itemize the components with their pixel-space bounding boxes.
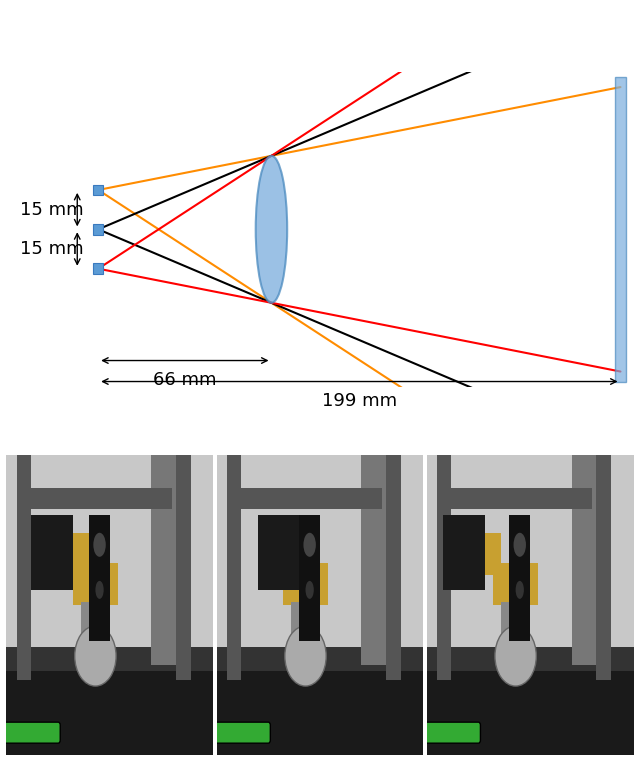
Bar: [596, 455, 611, 680]
Bar: [176, 455, 191, 680]
Bar: [493, 563, 538, 605]
Bar: [216, 455, 424, 650]
Ellipse shape: [256, 156, 287, 303]
Bar: [31, 515, 72, 590]
Bar: [6, 650, 213, 755]
Ellipse shape: [303, 533, 316, 557]
Bar: [17, 455, 31, 680]
Ellipse shape: [305, 581, 314, 599]
Bar: [447, 488, 592, 509]
Bar: [283, 563, 328, 605]
Bar: [509, 515, 530, 641]
Bar: [501, 602, 530, 641]
FancyBboxPatch shape: [424, 722, 481, 743]
Bar: [443, 515, 484, 590]
Bar: [300, 515, 320, 641]
FancyBboxPatch shape: [4, 722, 60, 743]
Bar: [237, 488, 382, 509]
Ellipse shape: [513, 533, 526, 557]
Bar: [362, 455, 386, 665]
Bar: [93, 184, 104, 195]
Bar: [258, 515, 300, 590]
Text: 199 mm: 199 mm: [322, 392, 397, 410]
Ellipse shape: [93, 533, 106, 557]
Bar: [93, 263, 104, 274]
Bar: [615, 77, 626, 382]
Bar: [437, 455, 451, 680]
Ellipse shape: [516, 581, 524, 599]
Bar: [27, 488, 172, 509]
Bar: [300, 533, 316, 575]
Text: 15 mm: 15 mm: [20, 200, 83, 219]
Bar: [151, 455, 176, 665]
Ellipse shape: [95, 581, 104, 599]
Text: 15 mm: 15 mm: [20, 240, 83, 258]
Bar: [227, 455, 241, 680]
FancyBboxPatch shape: [214, 722, 270, 743]
Bar: [89, 515, 110, 641]
Circle shape: [285, 626, 326, 686]
Bar: [216, 647, 424, 671]
Bar: [93, 224, 104, 235]
Bar: [572, 455, 596, 665]
Bar: [427, 650, 634, 755]
Bar: [427, 647, 634, 671]
Text: 66 mm: 66 mm: [153, 371, 216, 389]
Bar: [427, 455, 634, 650]
Circle shape: [495, 626, 536, 686]
Bar: [6, 647, 213, 671]
Bar: [81, 602, 110, 641]
Bar: [72, 533, 89, 575]
Bar: [72, 563, 118, 605]
Bar: [484, 533, 501, 575]
Circle shape: [75, 626, 116, 686]
Bar: [6, 455, 213, 650]
Bar: [216, 650, 424, 755]
Bar: [291, 602, 320, 641]
Bar: [386, 455, 401, 680]
